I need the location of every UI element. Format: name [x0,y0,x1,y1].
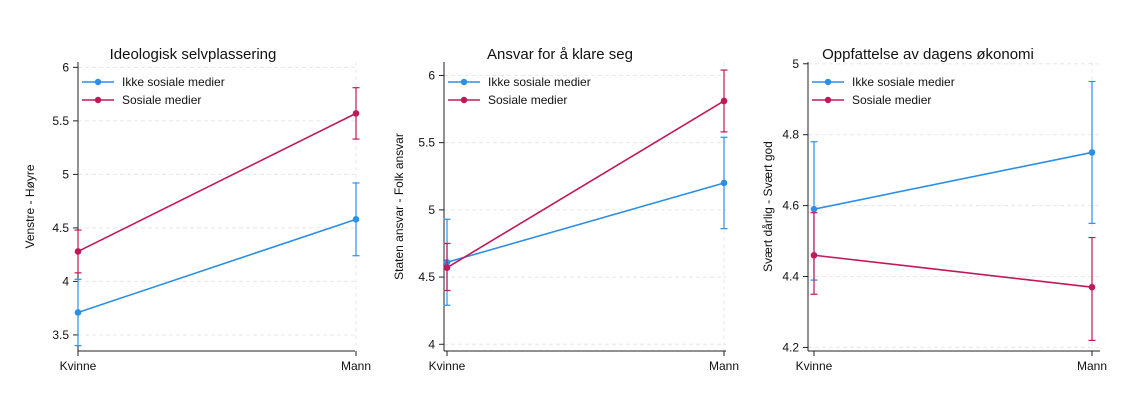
y-tick-label: 5 [792,57,799,71]
legend-label: Ikke sosiale medier [852,75,955,89]
legend-swatch-marker [824,78,832,86]
series-line [77,218,357,314]
y-axis-label: Svært dårlig - Svært god [761,141,775,272]
legend: Ikke sosiale medier Sosiale medier [82,75,225,107]
y-tick-label: 4.2 [782,340,799,354]
y-tick-label: 4.6 [782,199,799,213]
y-tick-label: 6 [62,60,69,74]
x-tick-label: Mann [709,359,739,373]
y-tick-label: 4 [428,337,435,351]
y-tick-label: 5 [428,203,435,217]
series-line [77,112,357,253]
chart-title: Ideologisk selvplassering [110,46,277,63]
series-line [446,182,725,264]
chart-panel-3: 4.2 4.4 4.6 4.8 5 Kvinne Mann Oppfattelse av da… [761,46,1107,373]
chart-panel-1: 3.5 4 4.5 5 5.5 6 Kvinne Mann Ideologisk selvpla… [23,46,371,373]
series-0 [74,182,360,347]
legend-swatch-marker [94,78,102,86]
legend-label: Ikke sosiale medier [122,75,225,89]
y-axis-label: Venstre - Høyre [23,164,37,248]
series-1 [74,87,360,274]
y-tick-label: 5.5 [418,136,435,150]
data-point [352,216,360,223]
series-line [446,100,725,269]
legend-label: Sosiale medier [488,93,567,107]
data-point [443,264,451,271]
legend-label: Sosiale medier [852,93,931,107]
data-point [810,205,818,213]
series-line [813,151,1093,210]
y-tick-label: 5 [62,167,69,181]
y-tick-label: 4 [62,274,69,288]
legend-swatch-marker [824,96,832,104]
series-line [813,254,1093,288]
legend: Ikke sosiale medier Sosiale medier [448,75,591,107]
data-point [74,309,82,316]
y-tick-label: 4.5 [418,270,435,284]
x-tick-label: Mann [1077,359,1107,373]
y-tick-label: 4.5 [52,221,69,235]
y-axis-label: Staten ansvar - Folk ansvar [392,133,406,280]
y-tick-label: 4.4 [782,270,799,284]
chart-title: Ansvar for å klare seg [487,46,633,63]
data-point [810,251,818,259]
data-point [74,248,82,255]
series-1 [810,212,1096,341]
legend-swatch-marker [460,96,468,104]
y-tick-label: 6 [428,68,435,82]
x-tick-label: Kvinne [796,359,833,373]
x-tick-label: Kvinne [60,359,97,373]
legend-swatch-marker [94,96,102,104]
legend-label: Ikke sosiale medier [488,75,591,89]
data-point [720,179,728,187]
y-tick-label: 5.5 [52,114,69,128]
data-point [1088,149,1096,156]
legend-swatch-marker [460,78,468,86]
x-tick-label: Kvinne [429,359,466,373]
data-point [1088,283,1096,291]
legend-label: Sosiale medier [122,93,201,107]
data-point [352,110,360,117]
x-tick-label: Mann [341,359,371,373]
y-tick-label: 3.5 [52,328,69,342]
series-0 [443,136,728,306]
legend: Ikke sosiale medier Sosiale medier [812,75,955,107]
series-1 [443,69,728,292]
chart-panel-2: 4 4.5 5 5.5 6 Kvinne Mann Ansvar for å klare se… [392,46,739,373]
data-point [720,97,728,105]
y-tick-label: 4.8 [782,128,799,142]
series-0 [810,80,1096,281]
chart-title: Oppfattelse av dagens økonomi [822,46,1034,63]
